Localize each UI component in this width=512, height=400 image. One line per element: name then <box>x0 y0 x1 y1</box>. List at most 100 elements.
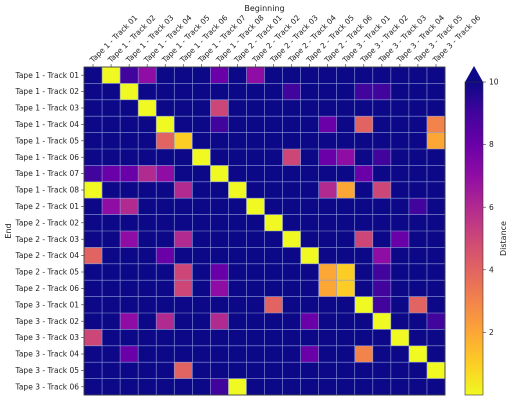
heatmap-cell <box>174 198 193 215</box>
heatmap-cell <box>246 165 265 183</box>
heatmap-cell <box>228 378 247 396</box>
y-tick-label: Tape 1 - Track 02 <box>15 87 80 96</box>
heatmap-cell <box>102 214 121 232</box>
heatmap-cell <box>210 263 229 281</box>
heatmap-cell <box>138 329 157 347</box>
heatmap-cell <box>372 296 392 314</box>
heatmap-cell <box>390 67 410 84</box>
heatmap-cell <box>120 83 139 101</box>
heatmap-cell <box>138 132 157 150</box>
heatmap-cell <box>84 247 103 265</box>
heatmap-cell <box>84 149 103 166</box>
heatmap-cell <box>102 247 121 265</box>
heatmap-cell <box>300 362 319 379</box>
heatmap-cell <box>138 165 157 183</box>
heatmap-cell <box>408 362 428 379</box>
heatmap-cell <box>228 362 247 379</box>
heatmap-cell <box>102 116 121 133</box>
heatmap-cell <box>228 99 247 117</box>
heatmap-cell <box>138 313 157 330</box>
heatmap-cell <box>102 165 121 183</box>
heatmap-cell <box>228 83 247 101</box>
heatmap-cell <box>264 67 283 84</box>
heatmap-cell <box>174 263 193 281</box>
heatmap-cell <box>372 83 392 101</box>
heatmap-cell <box>246 296 265 314</box>
heatmap-cell <box>354 296 374 314</box>
heatmap-cell <box>228 214 247 232</box>
plot-frame <box>83 66 446 396</box>
heatmap-cell <box>390 116 410 133</box>
heatmap-cell <box>318 231 337 248</box>
heatmap-cell <box>390 132 410 150</box>
heatmap-cell <box>300 132 319 150</box>
heatmap-cell <box>390 149 410 166</box>
heatmap-cell <box>354 165 374 183</box>
heatmap-cell <box>120 181 139 199</box>
heatmap-cell <box>228 116 247 133</box>
heatmap-cell <box>228 329 247 347</box>
heatmap-cell <box>354 214 374 232</box>
heatmap-cell <box>84 132 103 150</box>
heatmap-cell <box>120 378 139 396</box>
heatmap-cell <box>336 247 356 265</box>
heatmap-cell <box>192 263 211 281</box>
heatmap-cell <box>102 280 121 297</box>
heatmap-cell <box>426 296 446 314</box>
heatmap-cell <box>336 313 356 330</box>
heatmap-cell <box>390 247 410 265</box>
heatmap-cell <box>102 181 121 199</box>
heatmap-cell <box>282 231 301 248</box>
heatmap-cell <box>246 280 265 297</box>
heatmap-cell <box>336 132 356 150</box>
heatmap-cell <box>174 99 193 117</box>
y-tick-label: Tape 2 - Track 03 <box>15 235 80 244</box>
heatmap-cell <box>102 362 121 379</box>
heatmap-cell <box>174 378 193 396</box>
heatmap-cell <box>336 378 356 396</box>
heatmap-cell <box>390 362 410 379</box>
heatmap-cell <box>318 313 337 330</box>
heatmap-cell <box>120 345 139 363</box>
heatmap-cell <box>246 181 265 199</box>
heatmap-cell <box>336 345 356 363</box>
heatmap-cell <box>120 198 139 215</box>
heatmap-cell <box>156 198 175 215</box>
heatmap-cell <box>246 378 265 396</box>
heatmap-cell <box>246 83 265 101</box>
heatmap-cell <box>390 181 410 199</box>
heatmap-cell <box>300 345 319 363</box>
heatmap-cell <box>354 132 374 150</box>
heatmap-cell <box>282 198 301 215</box>
heatmap-cell <box>246 362 265 379</box>
heatmap-cell <box>84 231 103 248</box>
heatmap-cell <box>174 345 193 363</box>
heatmap-cell <box>84 99 103 117</box>
heatmap-cell <box>390 198 410 215</box>
heatmap-cell <box>210 296 229 314</box>
heatmap-cell <box>390 83 410 101</box>
colorbar-tick-label: 4 <box>489 265 494 274</box>
heatmap-cell <box>426 378 446 396</box>
heatmap-cell <box>372 116 392 133</box>
heatmap-cell <box>318 83 337 101</box>
heatmap-cell <box>264 214 283 232</box>
heatmap-cell <box>174 313 193 330</box>
heatmap-cell <box>354 83 374 101</box>
heatmap-cell <box>174 83 193 101</box>
heatmap-cell <box>120 165 139 183</box>
heatmap-cell <box>408 132 428 150</box>
heatmap-cell <box>264 329 283 347</box>
y-tick-label: Tape 3 - Track 05 <box>15 366 80 375</box>
heatmap-cell <box>210 181 229 199</box>
heatmap-cell <box>138 231 157 248</box>
y-tick-label: Tape 3 - Track 04 <box>15 350 80 359</box>
heatmap-cell <box>282 181 301 199</box>
heatmap-cell <box>336 149 356 166</box>
heatmap-cell <box>210 247 229 265</box>
heatmap-cell <box>156 181 175 199</box>
heatmap-cell <box>282 378 301 396</box>
heatmap-cell <box>156 329 175 347</box>
heatmap-cell <box>300 231 319 248</box>
heatmap-cell <box>408 263 428 281</box>
